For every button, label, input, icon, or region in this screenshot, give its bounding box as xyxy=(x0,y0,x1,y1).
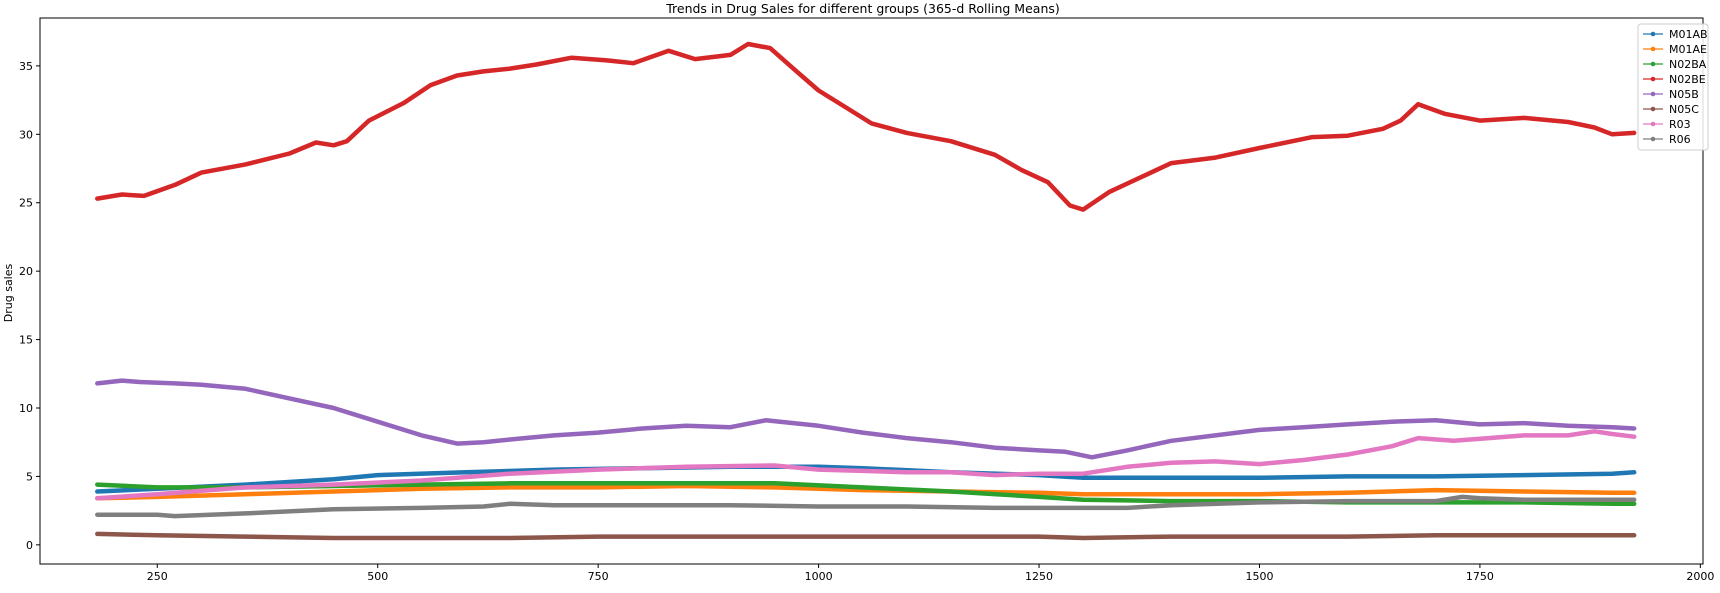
legend-item-m01ab: M01AB xyxy=(1643,28,1708,41)
series-line-r03 xyxy=(95,429,1637,501)
x-tick-label: 2000 xyxy=(1686,570,1714,583)
legend-item-m01ae: M01AE xyxy=(1643,43,1707,56)
legend-swatch-marker xyxy=(1650,31,1656,37)
legend-item-r06: R06 xyxy=(1643,133,1691,146)
legend-item-n05b: N05B xyxy=(1643,88,1699,101)
legend-label: N05B xyxy=(1669,88,1699,101)
legend-label: R06 xyxy=(1669,133,1691,146)
legend-label: N02BA xyxy=(1669,58,1707,71)
y-tick-label: 10 xyxy=(19,402,33,415)
legend-swatch-marker xyxy=(1650,91,1656,97)
chart-title: Trends in Drug Sales for different group… xyxy=(665,1,1060,16)
x-tick-label: 1250 xyxy=(1025,570,1053,583)
series-line-m01ab xyxy=(95,464,1637,494)
x-tick-label: 250 xyxy=(147,570,168,583)
y-tick-label: 0 xyxy=(26,539,33,552)
legend-box xyxy=(1637,23,1709,151)
legend-label: R03 xyxy=(1669,118,1691,131)
x-tick-label: 1750 xyxy=(1466,570,1494,583)
legend-swatch-marker xyxy=(1650,106,1656,112)
x-tick-label: 1500 xyxy=(1245,570,1273,583)
x-axis: 250 500 750 1000 1250 1500 1750 2000 xyxy=(147,564,1714,583)
x-tick-label: 500 xyxy=(367,570,388,583)
plot-area xyxy=(95,41,1637,541)
y-tick-label: 35 xyxy=(19,60,33,73)
legend-item-n02ba: N02BA xyxy=(1643,58,1707,71)
y-axis-label: Drug sales xyxy=(2,264,15,323)
legend-label: M01AB xyxy=(1669,28,1708,41)
legend-swatch-marker xyxy=(1650,121,1656,127)
y-tick-label: 15 xyxy=(19,334,33,347)
y-tick-label: 20 xyxy=(19,265,33,278)
x-tick-label: 1000 xyxy=(805,570,833,583)
series-line-n05b xyxy=(95,378,1637,460)
legend-item-n05c: N05C xyxy=(1643,103,1699,116)
y-tick-label: 30 xyxy=(19,128,33,141)
series-line-r06 xyxy=(95,494,1637,519)
legend: M01AB M01AE N02BA N02BE N05B N05C R03 R06 xyxy=(1637,23,1709,151)
y-axis: 0 5 10 15 20 25 30 35 xyxy=(19,60,40,552)
y-tick-label: 25 xyxy=(19,197,33,210)
legend-swatch-marker xyxy=(1650,136,1656,142)
legend-label: M01AE xyxy=(1669,43,1707,56)
y-tick-label: 5 xyxy=(26,470,33,483)
legend-label: N05C xyxy=(1669,103,1699,116)
legend-swatch-marker xyxy=(1650,76,1656,82)
axes-frame xyxy=(39,17,1704,565)
x-tick-label: 750 xyxy=(588,570,609,583)
legend-swatch-marker xyxy=(1650,46,1656,52)
legend-label: N02BE xyxy=(1669,73,1706,86)
series-line-n05c xyxy=(95,531,1637,541)
legend-swatch-marker xyxy=(1650,61,1656,67)
series-line-n02be xyxy=(95,41,1637,212)
legend-item-r03: R03 xyxy=(1643,118,1691,131)
legend-item-n02be: N02BE xyxy=(1643,73,1706,86)
